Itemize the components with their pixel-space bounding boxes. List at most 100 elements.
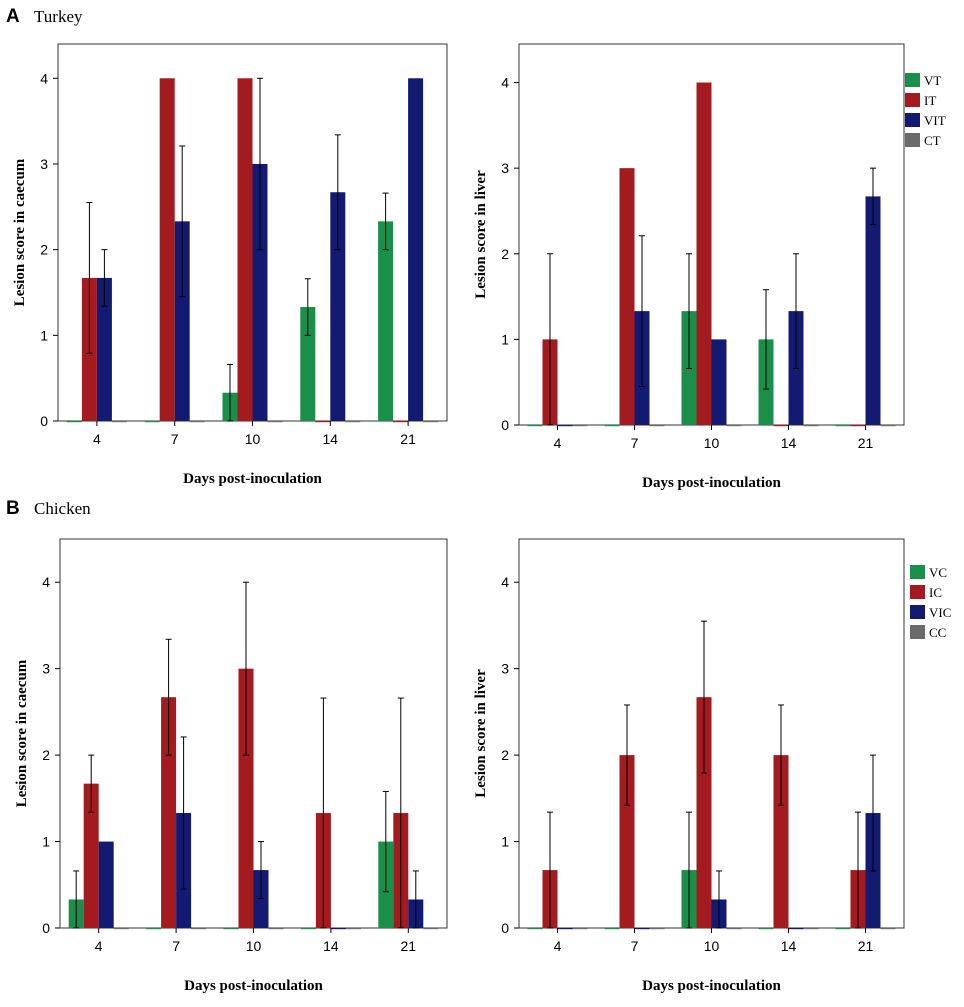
x-tick-label: 10 — [245, 431, 261, 447]
legend-swatch-vc — [910, 565, 925, 579]
x-tick-label: 10 — [246, 938, 262, 954]
x-tick-label: 4 — [554, 435, 562, 451]
y-tick-label: 2 — [501, 246, 509, 262]
legend-label-vic: VIC — [929, 605, 951, 620]
bar-vc — [604, 928, 620, 930]
bar-ct — [267, 421, 283, 423]
legend-label-it: IT — [924, 93, 936, 108]
legend-label-vit: VIT — [924, 113, 946, 128]
bar-vt — [527, 425, 543, 427]
x-tick-label: 7 — [631, 435, 639, 451]
bar-ct — [803, 425, 819, 427]
bar-vit — [96, 277, 112, 421]
bar-vt — [604, 425, 620, 427]
x-tick-label: 14 — [323, 431, 339, 447]
y-tick-label: 1 — [40, 327, 48, 343]
x-tick-label: 7 — [171, 431, 179, 447]
y-tick-label: 3 — [501, 661, 509, 677]
bar-vc — [758, 928, 774, 930]
bar-ic — [619, 755, 635, 928]
panel-a-letter: A — [6, 6, 20, 27]
bar-vit — [711, 339, 727, 425]
bar-cc — [803, 928, 819, 930]
chart-0: 0 1 2 3 4 4 7 10 14 21 Days post-inoculation Lesion… — [12, 43, 448, 487]
bar-ct — [649, 425, 665, 427]
y-tick-label: 0 — [501, 920, 509, 936]
bar-vc — [300, 928, 316, 930]
x-tick-label: 14 — [781, 938, 797, 954]
y-tick-label: 4 — [42, 574, 50, 590]
legend-swatch-ct — [905, 133, 920, 147]
legend-label-cc: CC — [929, 625, 946, 640]
x-tick-label: 14 — [781, 435, 797, 451]
bar-it — [619, 168, 635, 426]
bar-vt — [378, 221, 394, 421]
bar-ct — [345, 421, 361, 423]
bar-vic — [788, 928, 804, 930]
legend-label-vt: VT — [924, 73, 941, 88]
bar-cc — [572, 928, 588, 930]
bar-ic — [83, 783, 99, 928]
x-axis-label: Days post-inoculation — [184, 978, 323, 994]
x-tick-label: 4 — [95, 938, 103, 954]
y-tick-label: 3 — [40, 156, 48, 172]
y-tick-label: 1 — [501, 834, 509, 850]
bar-vc — [835, 928, 851, 930]
panel-b-letter: B — [6, 498, 20, 519]
bar-vc — [223, 928, 239, 930]
y-tick-label: 4 — [501, 574, 509, 590]
bar-vt — [66, 421, 82, 423]
legend-swatch-vic — [910, 605, 925, 619]
bar-it — [159, 78, 175, 421]
bar-cc — [423, 928, 439, 930]
legend-swatch-vt — [905, 73, 920, 87]
bar-cc — [345, 928, 361, 930]
bar-ct — [726, 425, 742, 427]
legend: VT IT VIT CT — [905, 73, 946, 148]
bar-vit — [174, 221, 190, 421]
y-tick-label: 0 — [40, 413, 48, 429]
bar-ct — [880, 425, 896, 427]
y-tick-label: 2 — [42, 747, 50, 763]
x-tick-label: 21 — [400, 431, 416, 447]
x-axis-label: Days post-inoculation — [642, 978, 781, 994]
bar-it — [696, 82, 712, 426]
bar-ct — [189, 421, 205, 423]
bar-it — [850, 425, 866, 427]
x-tick-label: 4 — [93, 431, 101, 447]
bar-ct — [572, 425, 588, 427]
legend-swatch-ic — [910, 585, 925, 599]
legend-label-vc: VC — [929, 565, 947, 580]
bar-vt — [300, 307, 316, 421]
bar-vit — [252, 163, 268, 422]
y-tick-label: 1 — [42, 834, 50, 850]
bar-cc — [191, 928, 207, 930]
chart-3: 0 1 2 3 4 4 7 10 14 21 Days post-inoculation Lesion… — [473, 538, 951, 994]
bar-vic — [98, 841, 114, 928]
y-axis-label: Lesion score in caecum — [12, 158, 28, 306]
y-tick-label: 4 — [40, 70, 48, 86]
x-tick-label: 4 — [554, 938, 562, 954]
bar-it — [237, 78, 253, 421]
y-tick-label: 4 — [501, 75, 509, 91]
bar-cc — [880, 928, 896, 930]
bar-ic — [161, 697, 177, 928]
legend-label-ct: CT — [924, 133, 941, 148]
bar-vic — [634, 928, 650, 930]
y-axis-label: Lesion score in liver — [473, 170, 489, 299]
bar-vit — [557, 425, 573, 427]
y-tick-label: 2 — [40, 242, 48, 258]
bar-vic — [557, 928, 573, 930]
bar-ct — [111, 421, 127, 423]
legend-swatch-cc — [910, 625, 925, 639]
chart-2: 0 1 2 3 4 4 7 10 14 21 Days post-inoculation Lesion… — [14, 538, 448, 994]
legend-swatch-it — [905, 93, 920, 107]
y-tick-label: 1 — [501, 331, 509, 347]
panel-b-title: Chicken — [34, 499, 91, 518]
bar-vc — [527, 928, 543, 930]
bar-cc — [726, 928, 742, 930]
x-tick-label: 21 — [858, 938, 874, 954]
legend-swatch-vit — [905, 113, 920, 127]
bar-vc — [146, 928, 162, 930]
